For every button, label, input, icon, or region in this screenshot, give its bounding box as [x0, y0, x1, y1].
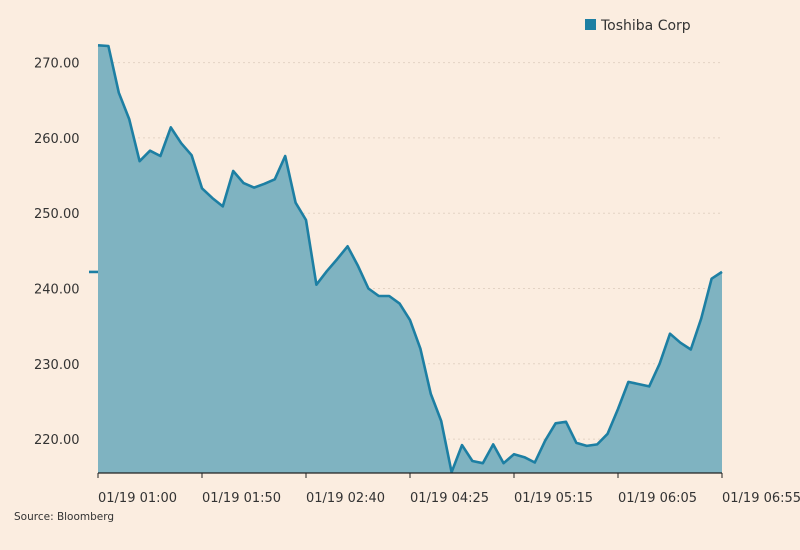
y-axis: 220.00 230.00 240.00 250.00 260.00 270.00 [34, 57, 80, 449]
series-line [97, 44, 723, 474]
y-tick-label: 270.00 [34, 57, 80, 72]
x-tick-label: 01/19 01:00 [98, 491, 177, 506]
y-tick-label: 250.00 [34, 207, 80, 222]
legend-swatch-icon [585, 19, 596, 30]
x-tick-label: 01/19 05:15 [514, 491, 593, 506]
y-tick-label: 220.00 [34, 433, 80, 448]
y-tick-label: 230.00 [34, 358, 80, 373]
source-note: Source: Bloomberg [14, 511, 114, 523]
x-tick-label: 01/19 06:55 [722, 491, 800, 506]
legend: Toshiba Corp [585, 18, 691, 34]
legend-label: Toshiba Corp [600, 18, 691, 34]
x-tick-label: 01/19 01:50 [202, 491, 281, 506]
x-tick-label: 01/19 04:25 [410, 491, 489, 506]
x-tick-label: 01/19 06:05 [618, 491, 697, 506]
x-tick-label: 01/19 02:40 [306, 491, 385, 506]
series-area [98, 45, 722, 474]
series-toshiba-corp [89, 44, 723, 474]
y-tick-label: 260.00 [34, 132, 80, 147]
x-axis: 01/19 01:00 01/19 01:50 01/19 02:40 01/19 0… [97, 472, 800, 506]
y-tick-label: 240.00 [34, 283, 80, 298]
